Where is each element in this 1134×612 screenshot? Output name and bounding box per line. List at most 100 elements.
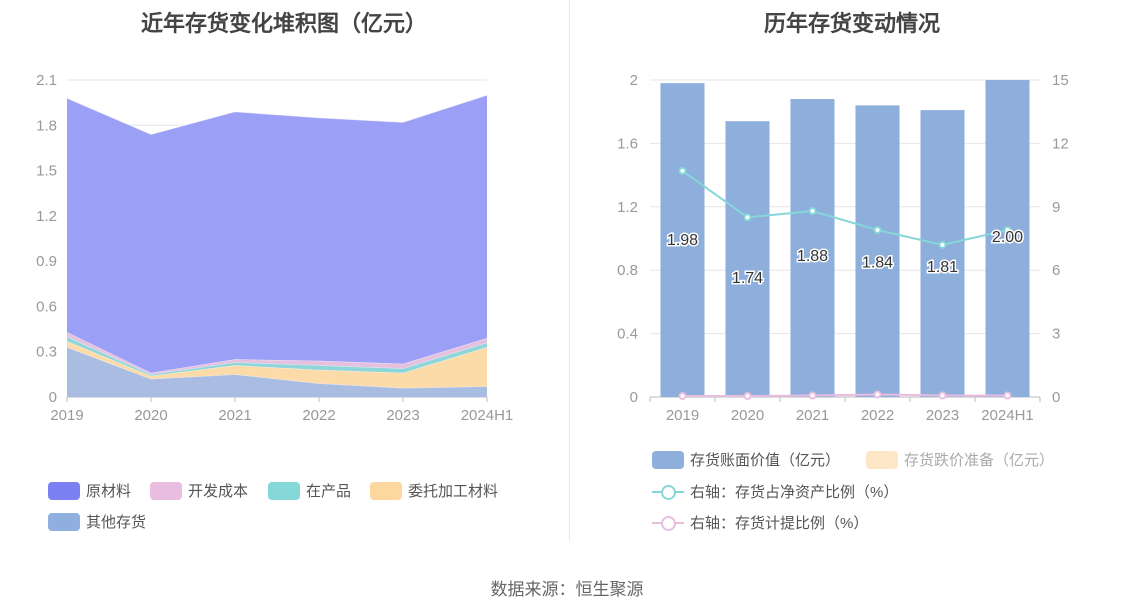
point-net-asset-ratio [938, 240, 947, 249]
panel-divider [569, 0, 570, 540]
legend-item[interactable]: 右轴：存货占净资产比例（%） [652, 481, 898, 502]
y-tick-label: 1.5 [36, 163, 57, 180]
y-tick-label: 0.4 [617, 326, 638, 343]
legend-item[interactable]: 其他存货 [48, 511, 146, 532]
y-tick-label: 2.1 [36, 72, 57, 89]
legend-item[interactable]: 开发成本 [150, 480, 248, 501]
x-tick-label: 2021 [218, 407, 251, 424]
x-tick-label: 2022 [302, 407, 335, 424]
data-source: 数据来源：恒生聚源 [490, 580, 644, 599]
y-tick-label: 0.8 [617, 262, 638, 279]
legend-item[interactable]: 存货账面价值（亿元） [652, 449, 840, 470]
bar-data-label: 2.00 [992, 229, 1023, 246]
point-net-asset-ratio [678, 166, 687, 175]
x-tick-label: 2021 [796, 407, 829, 424]
point-net-asset-ratio [743, 213, 752, 222]
point-provision-ratio [1003, 391, 1012, 400]
point-net-asset-ratio [1003, 226, 1012, 235]
y-tick-label: 0 [49, 389, 57, 406]
area-series-edge [66, 94, 488, 135]
area-series-- [67, 347, 487, 397]
y-tick-label: 0.9 [36, 253, 57, 270]
y2-tick-label: 0 [1052, 389, 1060, 406]
legend-swatch [48, 512, 80, 531]
right-legend: 存货账面价值（亿元） 存货跌价准备（亿元） 右轴：存货占净资产比例（%） 右轴：存货计… [570, 0, 1134, 545]
legend-label: 原材料 [86, 483, 132, 500]
legend-swatch [866, 450, 898, 469]
y-tick-label: 0.6 [36, 298, 57, 315]
legend-swatch [652, 514, 684, 532]
legend-item[interactable]: 原材料 [48, 480, 131, 501]
y-tick-label: 1.2 [617, 199, 638, 216]
bar-data-label: 1.74 [732, 270, 763, 287]
left-legend: 原材料 开发成本 在产品 委托加工材料其他存货 [0, 0, 568, 545]
y2-tick-label: 6 [1052, 262, 1060, 279]
line-provision-ratio [682, 393, 1008, 397]
left-chart-title: 近年存货变化堆积图（亿元） [140, 11, 427, 36]
point-provision-ratio [938, 391, 947, 400]
point-net-asset-ratio [873, 226, 882, 235]
x-tick-label: 2024H1 [981, 407, 1034, 424]
line-net-asset-ratio [681, 170, 1008, 246]
stacked-area-chart: 0 0.3 0.6 0.9 1.2 1.5 1.8 2.1 2019 2020 2021 2022 20… [36, 72, 514, 424]
legend-label: 在产品 [306, 483, 352, 500]
y2-tick-label: 12 [1052, 135, 1069, 152]
area-series-- [67, 95, 487, 373]
x-tick-label: 2024H1 [461, 407, 514, 424]
point-provision-ratio [678, 391, 687, 400]
area-series-- [67, 332, 487, 375]
y-tick-label: 1.8 [36, 117, 57, 134]
bar-inventory-value [725, 121, 770, 398]
legend-marker [661, 484, 676, 500]
y-tick-label: 0 [630, 389, 638, 406]
legend-label: 右轴：存货计提比例（%） [690, 515, 869, 532]
bar-data-label: 1.98 [667, 232, 698, 249]
x-tick-label: 2019 [50, 407, 83, 424]
area-series-- [67, 341, 487, 388]
legend-label: 其他存货 [86, 514, 147, 531]
y-tick-label: 1.2 [36, 208, 57, 225]
legend-swatch [150, 481, 182, 500]
right-chart-panel: 历年存货变动情况 0 0.4 0.8 1.2 1.6 2 0 3 6 9 12 15 2019 2020 2… [570, 0, 1134, 545]
legend-marker [661, 515, 676, 531]
area-series-edge [66, 340, 488, 377]
legend-swatch [652, 450, 684, 469]
legend-swatch [268, 481, 300, 500]
left-chart-panel: 近年存货变化堆积图（亿元） 0 0.3 0.6 0.9 1.2 1.5 1.8 2.1 2019… [0, 0, 568, 545]
legend-item[interactable]: 在产品 [268, 480, 351, 501]
legend-item[interactable]: 委托加工材料 [370, 480, 498, 501]
y-tick-label: 2 [630, 72, 638, 89]
x-tick-label: 2020 [134, 407, 167, 424]
point-provision-ratio [743, 391, 752, 400]
x-tick-label: 2023 [386, 407, 419, 424]
legend-item[interactable]: 右轴：存货计提比例（%） [652, 512, 868, 533]
legend-label: 存货跌价准备（亿元） [904, 452, 1055, 469]
bar-inventory-value [985, 80, 1030, 397]
bar-data-label: 1.81 [927, 259, 958, 276]
x-tick-label: 2019 [666, 407, 699, 424]
legend-label: 存货账面价值（亿元） [690, 452, 841, 469]
legend-swatch [652, 483, 684, 501]
point-net-asset-ratio [808, 207, 817, 216]
point-provision-ratio [808, 391, 817, 400]
y2-tick-label: 3 [1052, 326, 1060, 343]
bar-line-chart: 0 0.4 0.8 1.2 1.6 2 0 3 6 9 12 15 2019 2020 2021 2022 20… [617, 72, 1069, 424]
point-provision-ratio [873, 390, 882, 399]
legend-swatch [370, 481, 402, 500]
y2-tick-label: 9 [1052, 199, 1060, 216]
y-tick-label: 1.6 [617, 135, 638, 152]
x-tick-label: 2023 [926, 407, 959, 424]
y2-tick-label: 15 [1052, 72, 1069, 89]
bar-inventory-value [790, 99, 835, 398]
x-tick-label: 2020 [731, 407, 764, 424]
bar-data-label: 1.88 [797, 248, 828, 265]
bar-inventory-value [660, 83, 705, 398]
y-tick-label: 0.3 [36, 344, 57, 361]
bar-inventory-value [920, 110, 965, 398]
legend-label: 右轴：存货占净资产比例（%） [690, 484, 899, 501]
right-chart-title: 历年存货变动情况 [763, 11, 940, 36]
legend-item[interactable]: 存货跌价准备（亿元） [866, 449, 1054, 470]
legend-label: 委托加工材料 [408, 483, 499, 500]
bar-inventory-value [855, 105, 900, 398]
bar-data-label: 1.84 [862, 254, 893, 271]
